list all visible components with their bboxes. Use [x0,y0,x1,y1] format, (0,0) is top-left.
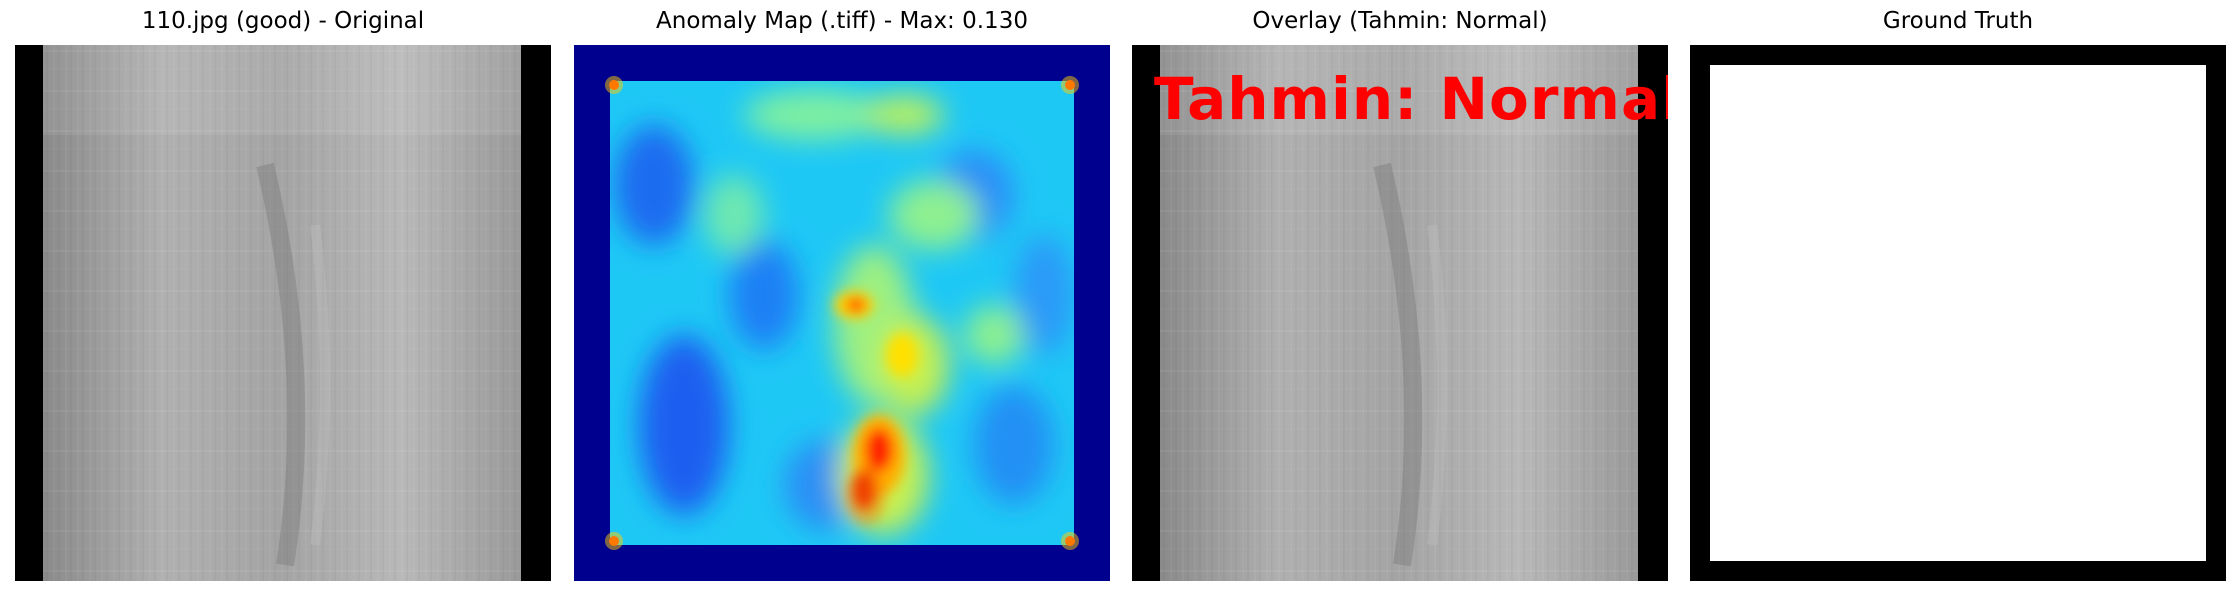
panel-ground-truth: Ground Truth [1690,0,2226,595]
panel-title-original: 110.jpg (good) - Original [141,8,425,34]
anomaly-heatmap [574,45,1110,581]
panel-title-anomaly-map: Anomaly Map (.tiff) - Max: 0.130 [656,8,1028,34]
ground-truth-mask [1690,45,2226,581]
panel-overlay: Overlay (Tahmin: Normal) Tahmin: Normal … [1132,0,1668,595]
panel-anomaly-map: Anomaly Map (.tiff) - Max: 0.130 [574,0,1110,595]
panel-title-overlay: Overlay (Tahmin: Normal) [1252,8,1548,34]
panel-original: 110.jpg (good) - Original [15,0,551,595]
panel-title-ground-truth: Ground Truth [1882,8,2034,34]
overlay-image: Tahmin: Normal (0. [1132,45,1668,581]
original-image [15,45,551,581]
prediction-overlay-text: Tahmin: Normal (0. [1154,65,1668,133]
